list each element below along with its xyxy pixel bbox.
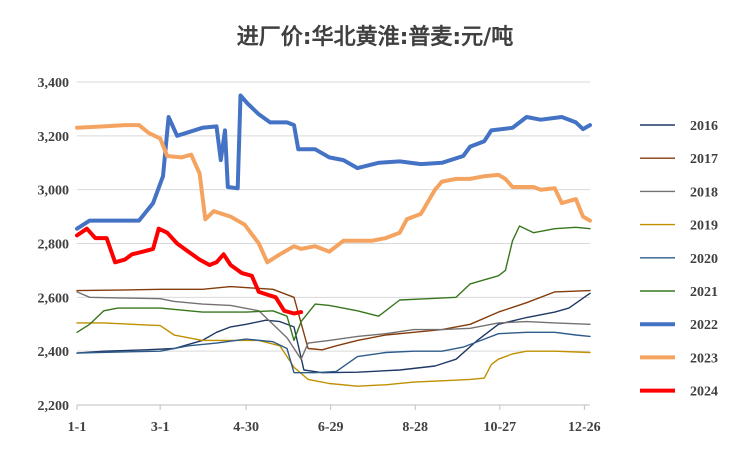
y-axis-ticks: 2,200 2,400 2,600 2,800 3,000 3,200 3,400 <box>38 76 70 414</box>
x-tick-label: 1-1 <box>68 420 87 435</box>
x-axis: 1-1 3-1 4-30 6-29 8-28 10-27 12-26 <box>68 404 601 435</box>
series-line-2019 <box>76 322 591 387</box>
x-tick-label: 12-26 <box>568 420 601 435</box>
legend-label-2016: 2016 <box>690 119 718 134</box>
x-tick-label: 6-29 <box>318 420 344 435</box>
legend-label-2017: 2017 <box>690 152 718 167</box>
series-line-2020 <box>76 331 591 374</box>
series-line-2018 <box>76 291 591 360</box>
chart-title: 进厂价:华北黄淮:普麦:元/吨 <box>237 24 513 50</box>
legend-label-2021: 2021 <box>690 285 718 300</box>
y-tick-label: 2,600 <box>38 291 70 306</box>
legend-label-2022: 2022 <box>690 318 718 333</box>
y-tick-label: 3,200 <box>38 130 70 145</box>
legend-label-2018: 2018 <box>690 185 718 200</box>
series-lines <box>75 93 592 387</box>
legend-label-2023: 2023 <box>690 351 718 366</box>
x-tick-label: 4-30 <box>233 420 259 435</box>
y-tick-label: 2,200 <box>38 399 70 414</box>
series-line-2023 <box>75 123 592 265</box>
legend-label-2019: 2019 <box>690 219 718 234</box>
series-line-2021 <box>76 225 591 342</box>
y-tick-label: 3,000 <box>38 184 70 199</box>
x-tick-label: 8-28 <box>402 420 428 435</box>
legend: 2016 2017 2018 2019 2020 2021 2022 2023 2024 <box>640 119 718 400</box>
x-tick-label: 10-27 <box>483 420 516 435</box>
y-tick-label: 2,400 <box>38 345 70 360</box>
y-tick-label: 2,800 <box>38 238 70 253</box>
series-line-2022 <box>75 93 592 231</box>
gridlines <box>77 81 590 352</box>
x-tick-label: 3-1 <box>151 420 170 435</box>
legend-label-2024: 2024 <box>690 385 718 400</box>
series-line-2017 <box>76 285 591 351</box>
y-tick-label: 3,400 <box>38 76 70 91</box>
legend-label-2020: 2020 <box>690 252 718 267</box>
series-line-2024 <box>75 226 304 316</box>
